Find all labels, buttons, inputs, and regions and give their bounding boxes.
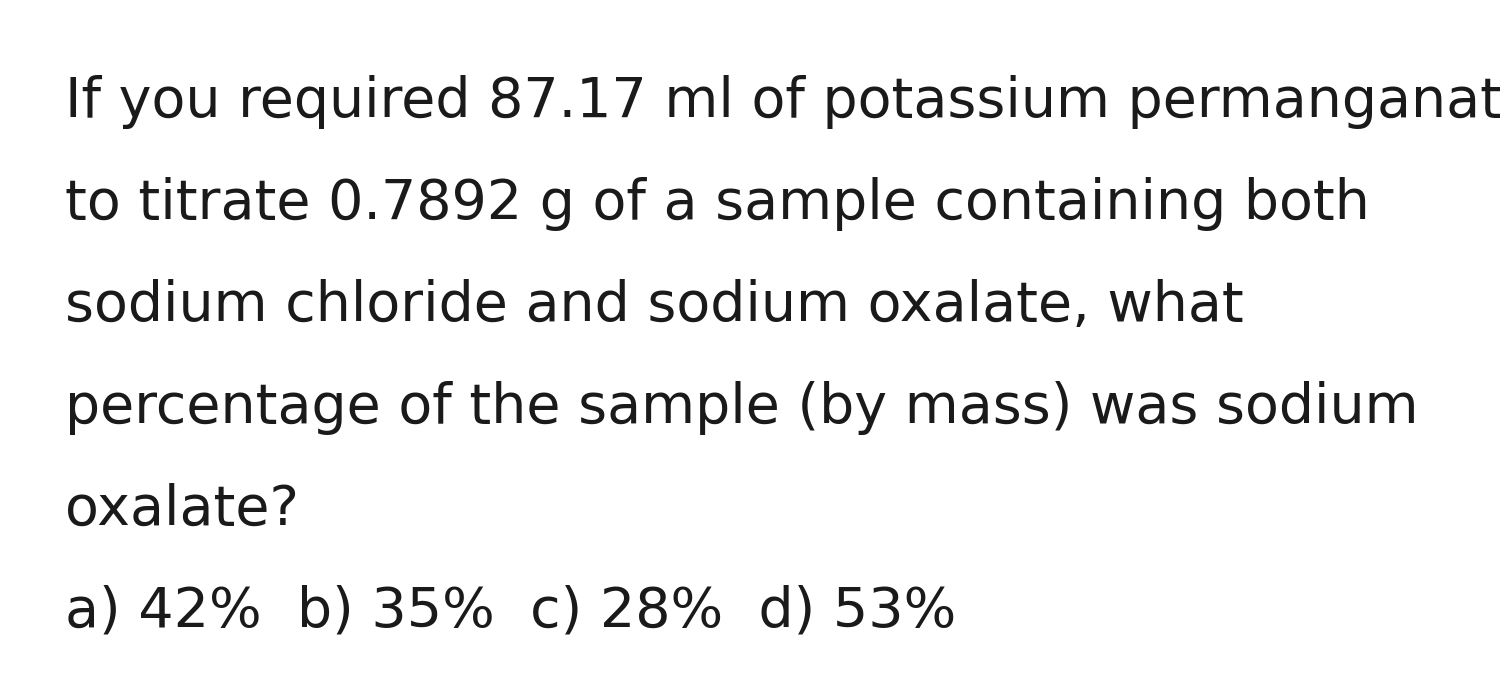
Text: to titrate 0.7892 g of a sample containing both: to titrate 0.7892 g of a sample containi…	[64, 177, 1370, 231]
Text: If you required 87.17 ml of potassium permanganate: If you required 87.17 ml of potassium pe…	[64, 75, 1500, 129]
Text: oxalate?: oxalate?	[64, 483, 298, 537]
Text: a) 42%  b) 35%  c) 28%  d) 53%: a) 42% b) 35% c) 28% d) 53%	[64, 585, 957, 639]
Text: sodium chloride and sodium oxalate, what: sodium chloride and sodium oxalate, what	[64, 279, 1243, 333]
Text: percentage of the sample (by mass) was sodium: percentage of the sample (by mass) was s…	[64, 381, 1419, 435]
